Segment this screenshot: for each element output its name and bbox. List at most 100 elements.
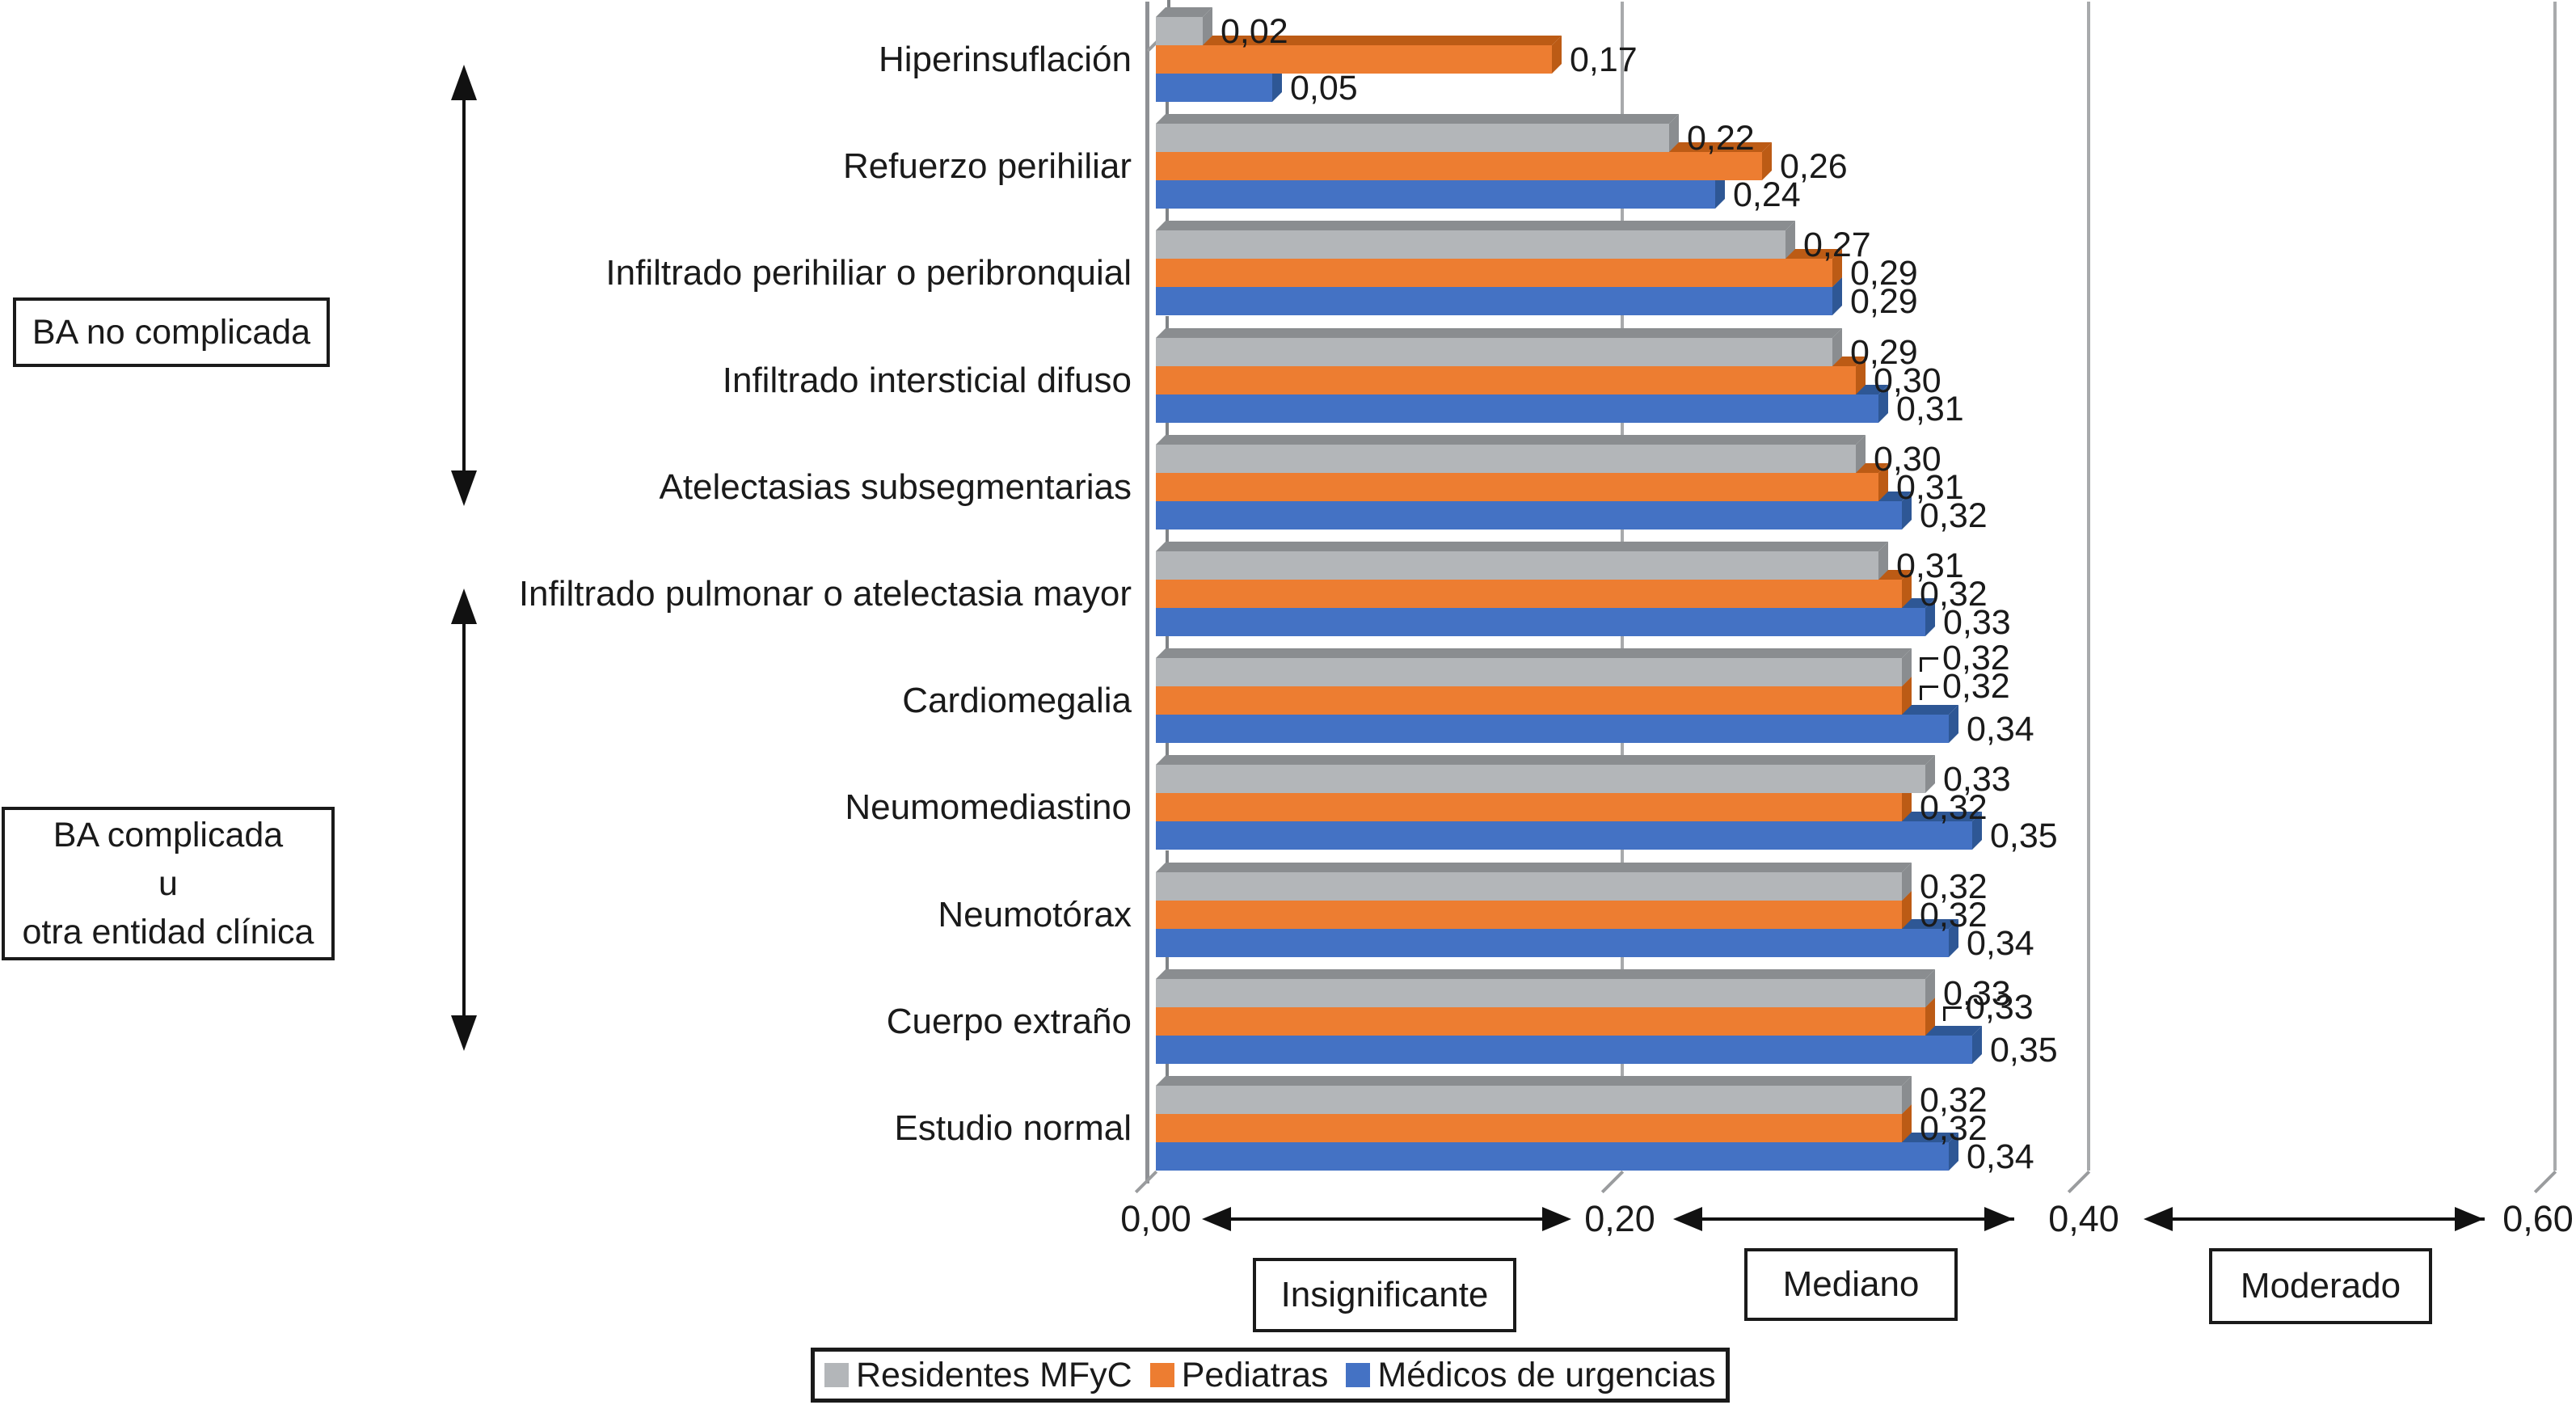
bar-segment — [1156, 783, 1912, 822]
value-label: 0,32 — [1920, 640, 2010, 676]
bar-segment — [1156, 598, 1935, 636]
legend-label: Residentes MFyC — [856, 1355, 1132, 1394]
bar-segment — [1156, 1025, 1982, 1064]
value-label-text: 0,26 — [1780, 147, 1848, 187]
bar-front-face — [1156, 1114, 1902, 1142]
value-label: 0,30 — [1874, 363, 1941, 399]
value-label-text: 0,29 — [1850, 282, 1918, 322]
value-label-text: 0,35 — [1990, 816, 2058, 856]
value-label-text: 0,33 — [1966, 987, 2034, 1027]
bar-segment — [1156, 542, 1888, 580]
bar-segment — [1156, 142, 1772, 181]
value-label: 0,26 — [1780, 149, 1848, 184]
bar-top-face — [1156, 1076, 1912, 1086]
y-axis-wall — [1145, 2, 1149, 1183]
category-label: Neumomediastino — [845, 787, 1132, 828]
value-label: 0,32 — [1920, 576, 1988, 612]
leader-line-icon — [1943, 1006, 1962, 1021]
bar-segment — [1156, 36, 1562, 74]
bar-front-face — [1156, 17, 1203, 45]
bar-segment — [1156, 249, 1842, 288]
bar-segment — [1156, 1104, 1912, 1142]
bar-front-face — [1156, 394, 1878, 423]
bar-front-face — [1156, 124, 1669, 153]
x-tick-1: 0,20 — [1584, 1198, 1655, 1239]
value-label: 0,34 — [1967, 711, 2034, 747]
value-label: 0,33 — [1943, 989, 2034, 1025]
bar-front-face — [1156, 900, 1902, 929]
bar-segment — [1156, 491, 1912, 530]
value-label: 0,05 — [1290, 70, 1358, 106]
value-label-text: 0,32 — [1942, 639, 2010, 678]
value-label: 0,31 — [1896, 470, 1964, 505]
bar-front-face — [1156, 472, 1878, 501]
bar-segment — [1156, 968, 1935, 1007]
value-label-text: 0,05 — [1290, 69, 1358, 108]
value-label-text: 0,17 — [1570, 40, 1638, 79]
category-divider-tick — [1166, 636, 1169, 659]
value-label-text: 0,32 — [1920, 1109, 1988, 1148]
value-label-text: 0,31 — [1896, 467, 1964, 507]
legend-label: Pediatras — [1181, 1355, 1329, 1394]
gridline — [2087, 2, 2090, 1171]
value-label: 0,27 — [1803, 227, 1871, 263]
category-label: Infiltrado perihiliar o peribronquial — [605, 253, 1132, 293]
value-label-text: 0,31 — [1896, 546, 1964, 585]
category-divider-tick — [1166, 850, 1169, 872]
value-label: 0,17 — [1570, 42, 1638, 78]
category-label: Infiltrado intersticial difuso — [722, 360, 1132, 400]
value-label-text: 0,33 — [1943, 973, 2011, 1013]
value-label: 0,22 — [1687, 120, 1755, 156]
gridline — [2553, 2, 2557, 1171]
category-label: Hiperinsuflación — [878, 40, 1132, 79]
zone-label: Moderado — [2240, 1266, 2401, 1306]
value-label-text: 0,02 — [1221, 12, 1288, 51]
value-label-text: 0,32 — [1942, 667, 2010, 707]
leader-line-icon — [1920, 657, 1938, 673]
side-box-ba-no-complicada: BA no complicada — [13, 297, 330, 367]
category-divider-tick — [1166, 743, 1169, 766]
value-label-text: 0,32 — [1920, 867, 1988, 906]
category-label: Estudio normal — [894, 1108, 1132, 1148]
bar-top-face — [1156, 36, 1562, 45]
category-label: Neumotórax — [938, 894, 1132, 935]
bar-front-face — [1156, 765, 1925, 794]
bar-front-face — [1156, 500, 1902, 530]
legend: Residentes MFyC Pediatras Médicos de urg… — [811, 1348, 1730, 1403]
bar-segment — [1156, 890, 1912, 929]
side-box-line: u — [158, 864, 178, 903]
bar-segment — [1156, 221, 1795, 259]
bar-segment — [1156, 705, 1958, 744]
bar-top-face — [1156, 542, 1888, 551]
value-label: 0,02 — [1221, 14, 1288, 49]
bar-segment — [1156, 570, 1912, 608]
category-label: Cuerpo extraño — [886, 1001, 1132, 1041]
bar-front-face — [1156, 715, 1949, 744]
bar-segment — [1156, 7, 1212, 45]
bar-front-face — [1156, 1035, 1972, 1064]
bar-top-face — [1156, 968, 1935, 979]
value-label: 0,32 — [1920, 498, 1988, 534]
category-label: Atelectasias subsegmentarias — [659, 466, 1132, 507]
bar-front-face — [1156, 793, 1902, 822]
category-label: Infiltrado pulmonar o atelectasia mayor — [518, 574, 1132, 614]
bar-top-face — [1156, 327, 1842, 338]
category-divider-tick — [1166, 102, 1169, 124]
bar-top-face — [1156, 434, 1866, 445]
legend-item-pediatras: Pediatras — [1149, 1355, 1329, 1395]
value-label: 0,33 — [1943, 762, 2011, 797]
value-label-text: 0,34 — [1967, 923, 2034, 963]
bar-top-face — [1156, 221, 1795, 231]
bar-front-face — [1156, 928, 1949, 957]
bar-front-face — [1156, 871, 1902, 901]
bar-front-face — [1156, 1006, 1925, 1036]
bar-front-face — [1156, 444, 1856, 473]
value-label-text: 0,32 — [1920, 496, 1988, 535]
bar-segment — [1156, 677, 1912, 715]
bar-segment — [1156, 114, 1679, 153]
zone-box-insignificante: Insignificante — [1253, 1258, 1516, 1332]
x-tick-0: 0,00 — [1120, 1198, 1191, 1239]
zone-box-mediano: Mediano — [1744, 1248, 1958, 1321]
category-divider-tick — [1166, 422, 1169, 445]
bar-front-face — [1156, 1142, 1949, 1171]
